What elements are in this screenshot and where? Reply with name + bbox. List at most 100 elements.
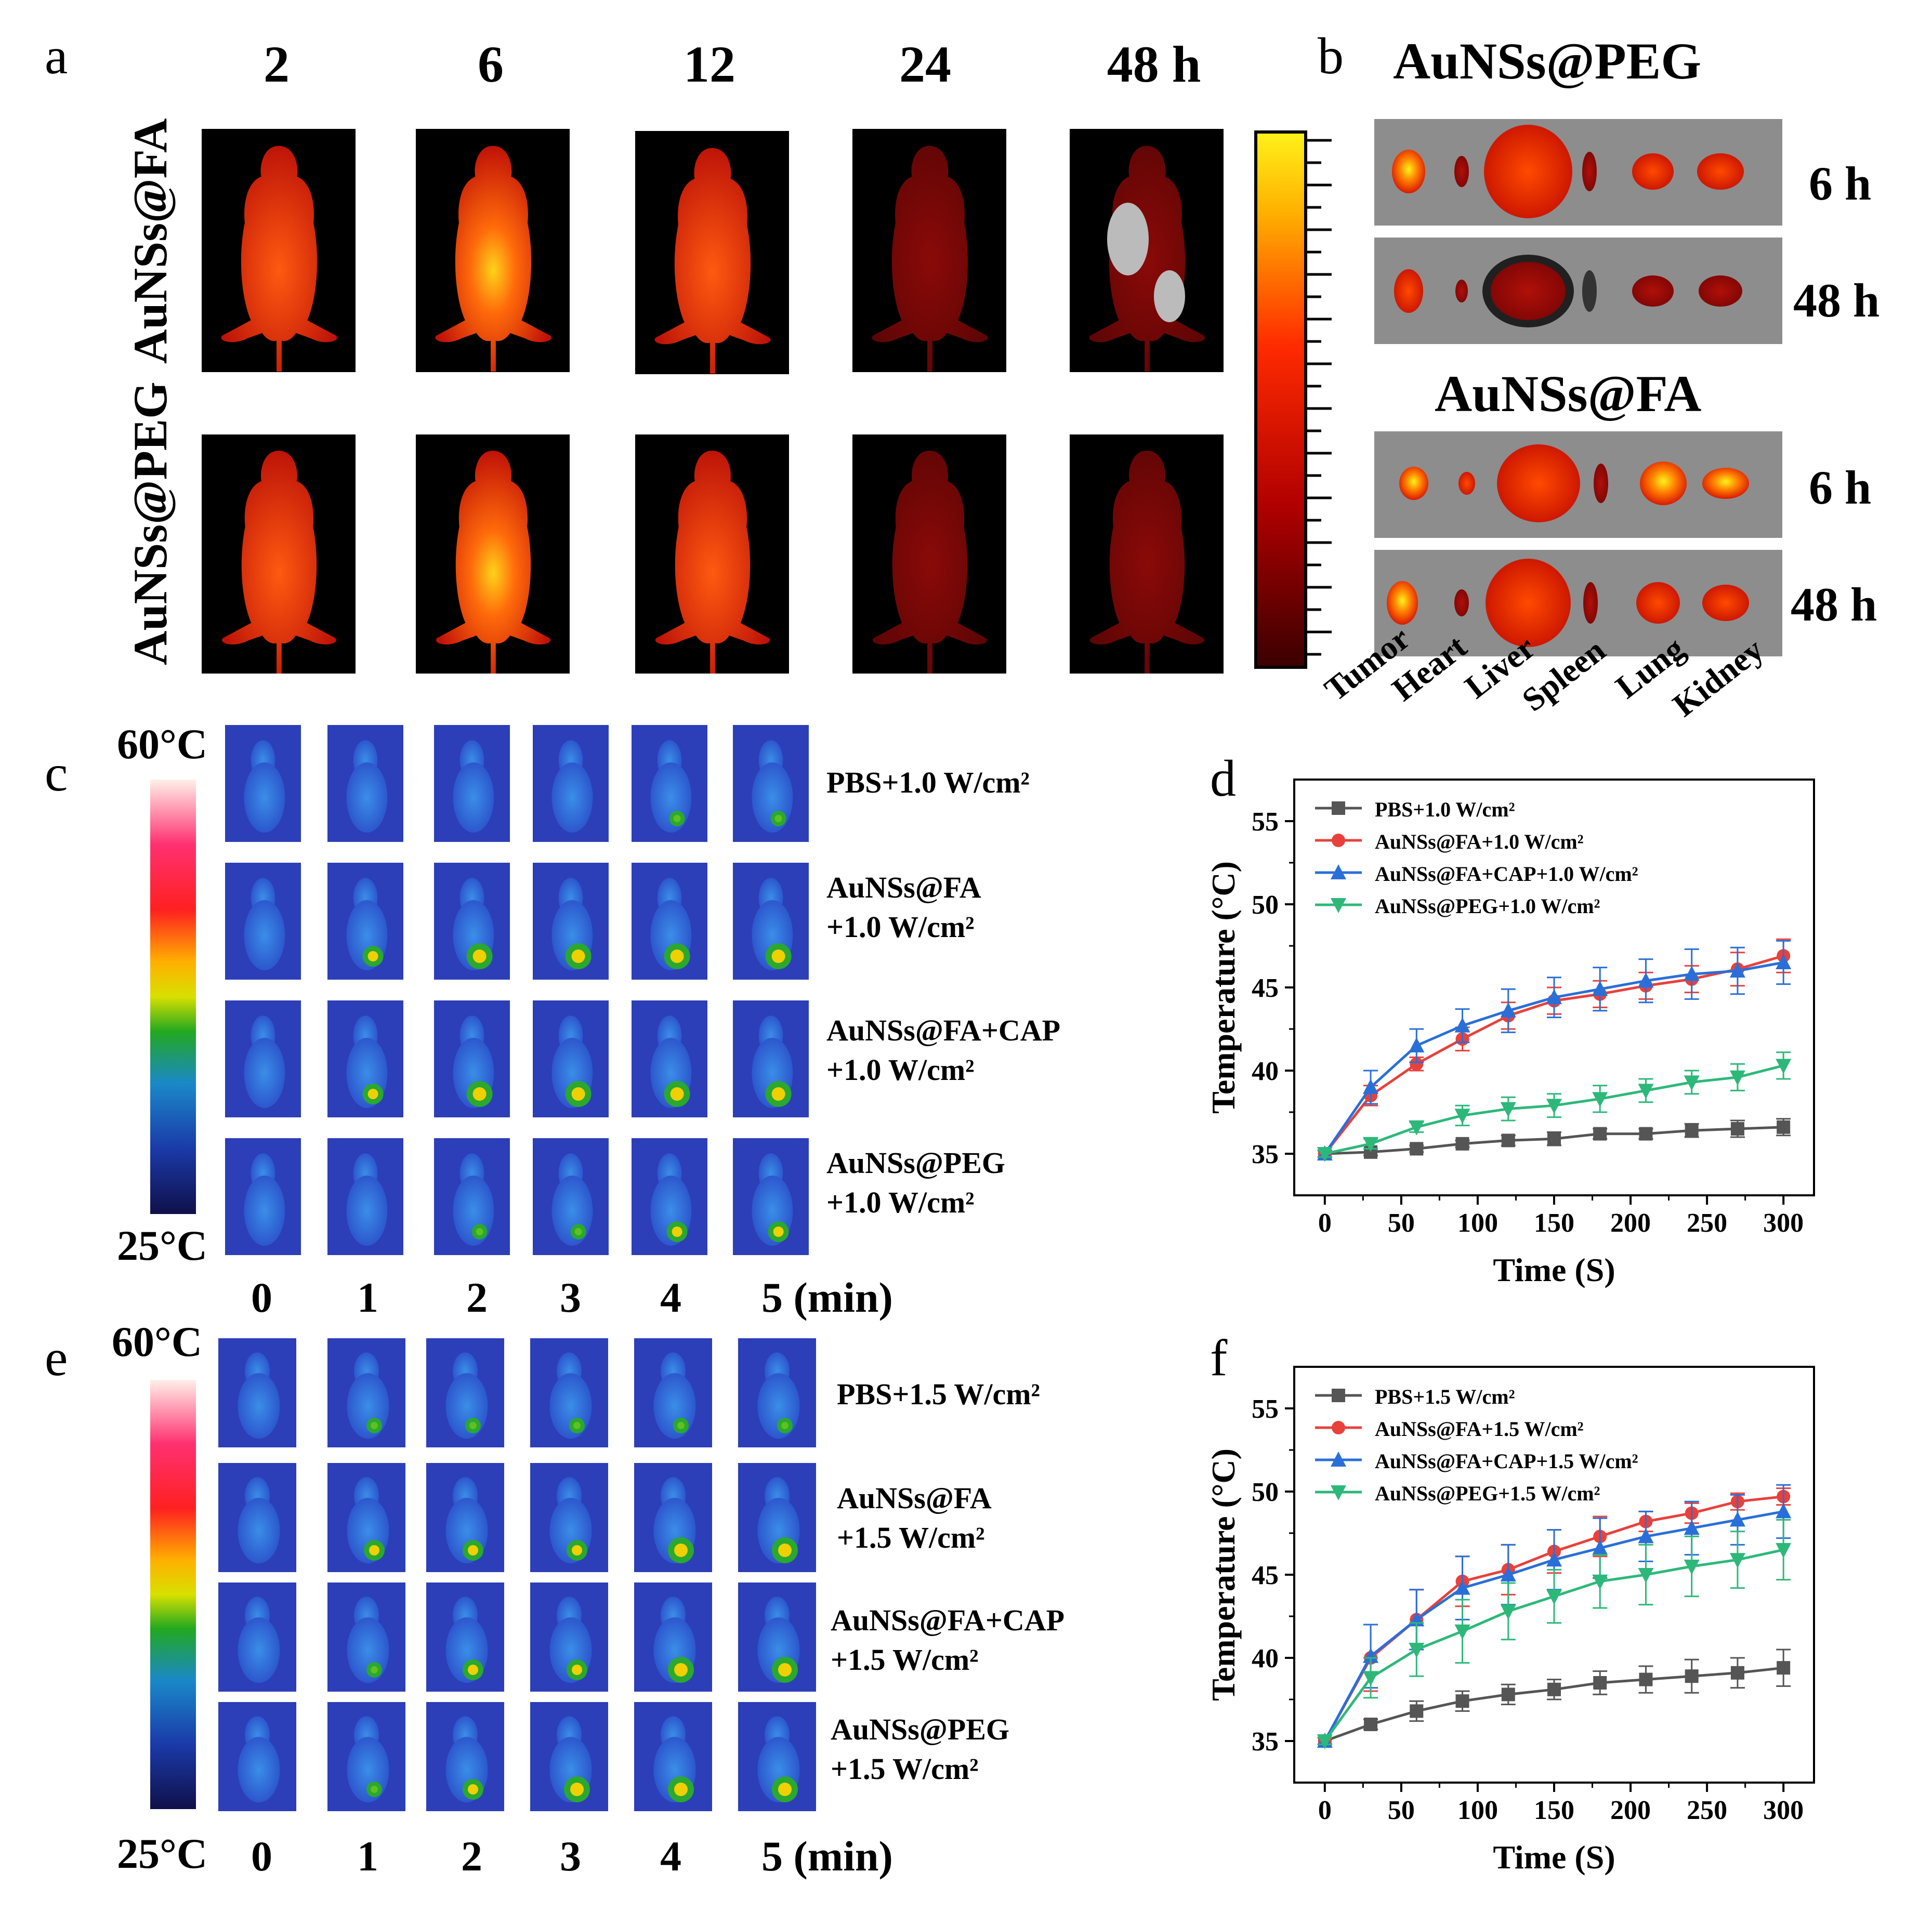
panel-label-e: e	[45, 1329, 68, 1387]
data-point	[1363, 1137, 1379, 1152]
x-tick-label: 50	[1388, 1796, 1415, 1825]
legend-entry: AuNSs@PEG+1.5 W/cm²	[1375, 1482, 1600, 1505]
data-point	[1332, 1389, 1345, 1402]
fluorescence-colorbar	[1254, 130, 1332, 669]
thermal-cell	[327, 1338, 405, 1447]
group-label-pbs-1.0: PBS+1.0 W/cm²	[826, 763, 1030, 802]
thermal-cell	[530, 1702, 608, 1811]
data-point	[1729, 1070, 1745, 1086]
group-label-fa-cap-1.5: AuNSs@FA+CAP +1.5 W/cm²	[831, 1601, 1064, 1680]
x-axis-label: Time (S)	[1493, 1839, 1615, 1876]
thermal-cell	[434, 725, 510, 842]
group-line2: +1.0 W/cm²	[826, 1053, 975, 1087]
thermal-cell	[327, 1138, 403, 1255]
thermal-cell	[632, 1138, 707, 1255]
data-point	[1729, 1553, 1745, 1568]
minute-c-5: 5 (min)	[761, 1274, 893, 1321]
strip-label-peg-6h: 6 h	[1809, 157, 1872, 210]
thermal-cell	[218, 1463, 296, 1572]
data-point	[1455, 1137, 1469, 1151]
minute-e-0: 0	[251, 1832, 272, 1880]
series-line	[1317, 1051, 1792, 1162]
data-point	[1593, 1127, 1607, 1141]
organ-strip-peg-48h	[1374, 238, 1782, 344]
panel-label-a: a	[45, 27, 68, 85]
series-line	[1317, 1649, 1791, 1748]
x-tick-label: 250	[1687, 1208, 1727, 1238]
thermal-cell	[426, 1463, 504, 1572]
data-point	[1331, 1452, 1346, 1467]
x-axis-label: Time (S)	[1493, 1251, 1615, 1288]
group-label-fa-1.5: AuNSs@FA +1.5 W/cm²	[837, 1479, 992, 1558]
thermal-cell	[632, 725, 707, 842]
thermal-cell	[634, 1583, 712, 1692]
group-line1: AuNSs@FA+CAP	[826, 1013, 1061, 1047]
minute-c-4: 4	[660, 1274, 681, 1321]
data-point	[1501, 1133, 1515, 1148]
data-point	[1409, 1643, 1425, 1658]
panel-label-b: b	[1318, 27, 1344, 85]
minute-c-3: 3	[560, 1274, 581, 1321]
thermal-cell	[218, 1338, 296, 1447]
y-axis-label: Temperature (°C)	[1205, 1448, 1242, 1701]
data-point	[1593, 1676, 1607, 1690]
temperature-chart-f: 0 50 100 150 200 250 300 35 40 45 50 55 Time (S) Temp…	[1205, 1366, 1815, 1876]
thermal-cell	[218, 1583, 296, 1692]
data-point	[1410, 1057, 1424, 1071]
minute-e-5: 5 (min)	[761, 1832, 893, 1880]
group-line1: AuNSs@FA	[826, 871, 981, 904]
thermal-cell	[434, 1000, 510, 1117]
data-point	[1547, 1682, 1561, 1696]
thermal-cell	[530, 1583, 608, 1692]
x-tick-label: 100	[1457, 1208, 1498, 1238]
legend: PBS+1.0 W/cm² AuNSs@FA+1.0 W/cm² AuNSs@FA+…	[1315, 798, 1638, 918]
data-point	[1500, 1002, 1516, 1018]
data-point	[1500, 1604, 1516, 1620]
thermal-image-grid-c	[225, 725, 809, 1255]
mouse-image-grid	[202, 129, 1224, 674]
data-point	[1546, 1099, 1562, 1114]
group-title-aunss-fa: AuNSs@FA	[1435, 365, 1702, 423]
group-line2: +1.5 W/cm²	[831, 1752, 979, 1786]
organ-images	[1374, 119, 1782, 656]
y-tick-label: 40	[1252, 1644, 1279, 1673]
data-point	[1454, 1624, 1470, 1640]
thermal-cell	[327, 1000, 403, 1117]
data-point	[1331, 1485, 1346, 1500]
thermal-cell	[738, 1463, 816, 1572]
x-tick-label: 200	[1610, 1796, 1651, 1825]
data-point	[1729, 1511, 1745, 1527]
group-line1: PBS+1.0 W/cm²	[826, 766, 1030, 799]
x-tick-label: 0	[1318, 1208, 1332, 1238]
data-point	[1638, 1528, 1654, 1544]
x-tick-label: 250	[1687, 1796, 1727, 1825]
data-point	[1685, 1669, 1699, 1683]
y-tick-label: 50	[1252, 1478, 1279, 1507]
thermal-cell	[426, 1702, 504, 1811]
data-point	[1638, 1568, 1654, 1583]
data-point	[1331, 864, 1346, 879]
thermal-cell	[327, 1583, 405, 1692]
thermal-cell	[632, 863, 707, 980]
data-point	[1317, 1734, 1333, 1749]
panel-label-c: c	[45, 744, 68, 802]
group-label-fa-cap-1.0: AuNSs@FA+CAP +1.0 W/cm²	[826, 1011, 1060, 1090]
legend: PBS+1.5 W/cm² AuNSs@FA+1.5 W/cm² AuNSs@FA+…	[1315, 1385, 1638, 1505]
data-point	[1363, 1671, 1379, 1686]
minute-e-4: 4	[660, 1832, 681, 1880]
series-line	[1317, 1519, 1792, 1749]
organ-strip-peg-6h	[1374, 119, 1782, 226]
data-point	[1776, 1543, 1792, 1558]
thermal-cell	[533, 863, 609, 980]
time-label-48h: 48 h	[1107, 35, 1201, 93]
thermal-cell	[327, 863, 403, 980]
legend-entry: AuNSs@FA+CAP+1.0 W/cm²	[1375, 862, 1638, 886]
data-point	[1409, 1120, 1425, 1136]
group-label-peg-1.5: AuNSs@PEG +1.5 W/cm²	[831, 1710, 1009, 1789]
data-point	[1363, 1647, 1379, 1663]
strip-label-fa-48h: 48 h	[1791, 578, 1877, 631]
thermal-colorbar-c	[150, 780, 196, 1214]
time-label-24: 24	[899, 35, 951, 93]
data-point	[1410, 1142, 1424, 1156]
thermal-cell	[634, 1702, 712, 1811]
